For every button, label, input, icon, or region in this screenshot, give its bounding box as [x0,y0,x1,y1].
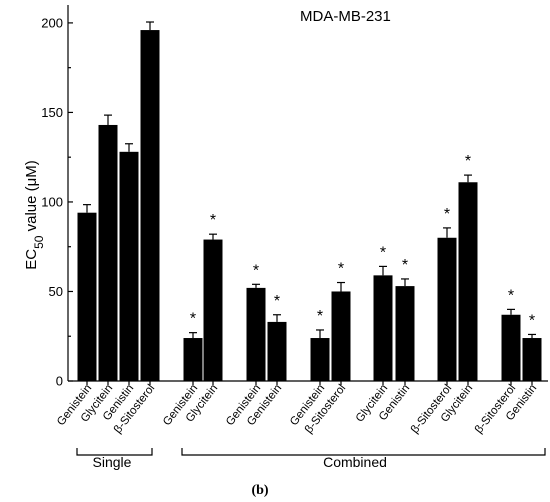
chart-title: MDA-MB-231 [300,8,391,25]
bar [119,151,139,381]
bar [183,338,203,381]
significance-star: * [210,212,216,229]
significance-star: * [380,244,386,261]
y-tick-label: 200 [41,15,63,30]
bar [203,239,223,381]
bar [77,212,97,381]
significance-star: * [465,153,471,170]
significance-star: * [338,261,344,278]
bar [267,321,287,381]
y-tick-label: 0 [56,374,63,389]
significance-star: * [253,262,259,279]
significance-star: * [402,257,408,274]
group-label: Single [93,454,132,470]
bar [437,237,457,381]
y-axis-label-subscript: 50 [32,235,46,249]
bar [310,338,330,381]
bar [98,124,118,381]
bar [501,314,521,381]
bar [331,291,351,381]
y-axis-label-prefix: EC [23,249,40,270]
y-tick-label: 150 [41,105,63,120]
y-tick-label: 100 [41,194,63,209]
y-axis-label: EC50 value (μM) [23,160,46,270]
significance-star: * [274,293,280,310]
bar [246,287,266,381]
group-label: Combined [323,454,387,470]
bar [373,275,393,381]
y-tick-label: 50 [49,284,63,299]
bar [522,338,542,381]
bar [395,286,415,381]
panel-label: (b) [251,483,268,498]
group-bracket [76,448,153,456]
significance-star: * [444,206,450,223]
bar [458,182,478,381]
significance-star: * [529,312,535,329]
significance-star: * [317,308,323,325]
bar [140,30,160,382]
y-axis-label-suffix: value (μM) [23,160,40,235]
significance-star: * [190,311,196,328]
significance-star: * [508,287,514,304]
group-bracket [181,448,546,456]
